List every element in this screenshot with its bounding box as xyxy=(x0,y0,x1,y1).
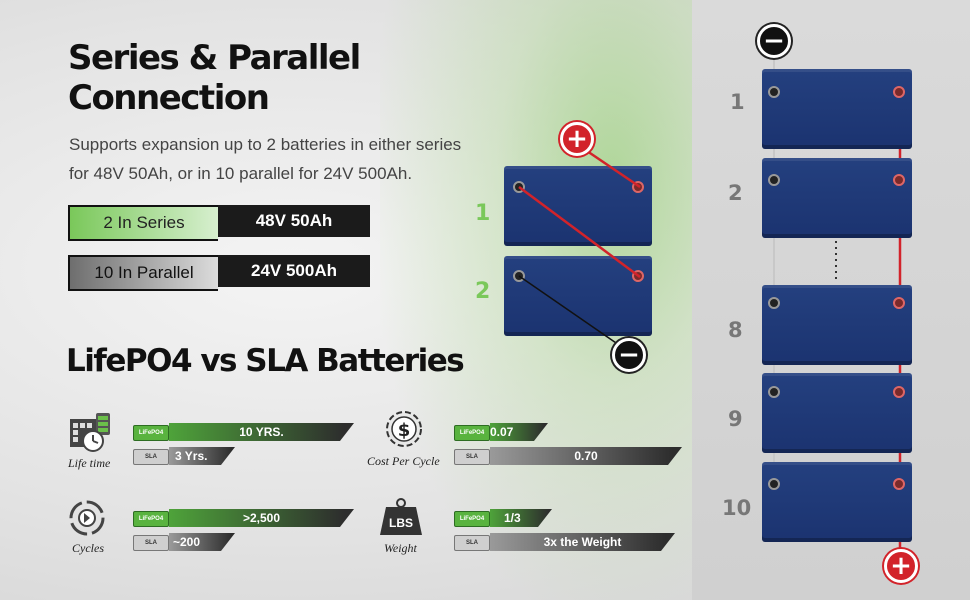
cost-sla-bar: 0.70 xyxy=(490,447,682,465)
positive-terminal-icon xyxy=(893,297,905,309)
series-config-label: 2 In Series xyxy=(68,205,218,241)
page-title: Series & Parallel Connection xyxy=(68,38,361,118)
title-line-2: Connection xyxy=(68,78,270,118)
series-link xyxy=(518,185,641,279)
negative-terminal-icon xyxy=(768,297,780,309)
sla-tag: SLA xyxy=(454,535,490,551)
weight-label: Weight xyxy=(384,541,417,555)
calendar-clock-icon xyxy=(70,413,110,452)
weight-icon-text: LBS xyxy=(389,516,413,530)
cost-lifepo4-bar: 0.07 xyxy=(490,423,548,441)
lifepo4-tag: LiFePO4 xyxy=(454,425,490,441)
negative-sign-icon: − xyxy=(612,338,646,372)
negative-sign-icon: − xyxy=(757,24,791,58)
parallel-battery-9 xyxy=(762,373,912,453)
parallel-label-1: 1 xyxy=(730,90,745,114)
weight-sla-bar: 3x the Weight xyxy=(490,533,675,551)
parallel-config-value: 24V 500Ah xyxy=(218,255,370,287)
parallel-label-8: 8 xyxy=(728,318,743,342)
lifepo4-tag: LiFePO4 xyxy=(454,511,490,527)
cycles-sla-bar: ~200 xyxy=(169,533,235,551)
positive-terminal-icon xyxy=(893,478,905,490)
description-line-2: for 48V 50Ah, or in 10 parallel for 24V … xyxy=(69,164,413,183)
dollar-icon: $ xyxy=(386,411,422,447)
positive-lead xyxy=(586,149,641,189)
cycles-label: Cycles xyxy=(72,541,104,555)
negative-terminal-icon xyxy=(768,86,780,98)
positive-terminal-icon xyxy=(893,174,905,186)
description: Supports expansion up to 2 batteries in … xyxy=(69,130,461,188)
negative-terminal-icon xyxy=(768,386,780,398)
lifepo4-tag: LiFePO4 xyxy=(133,511,169,527)
lifepo4-tag: LiFePO4 xyxy=(133,425,169,441)
cycle-icon xyxy=(69,500,105,536)
negative-terminal-icon xyxy=(768,478,780,490)
series-label-2: 2 xyxy=(475,279,491,304)
positive-sign-icon: + xyxy=(560,122,594,156)
sla-tag: SLA xyxy=(133,449,169,465)
series-battery-2 xyxy=(504,256,652,336)
cost-per-cycle-label: Cost Per Cycle xyxy=(367,454,440,468)
series-config-value: 48V 50Ah xyxy=(218,205,370,237)
lifetime-label: Life time xyxy=(68,456,111,470)
positive-sign-icon: + xyxy=(884,549,918,583)
description-line-1: Supports expansion up to 2 batteries in … xyxy=(69,135,462,154)
parallel-label-10: 10 xyxy=(722,496,752,520)
title-line-1: Series & Parallel xyxy=(68,38,361,78)
sla-tag: SLA xyxy=(133,535,169,551)
negative-terminal-icon xyxy=(768,174,780,186)
weight-lifepo4-bar: 1/3 xyxy=(490,509,552,527)
sla-tag: SLA xyxy=(454,449,490,465)
parallel-battery-10 xyxy=(762,462,912,542)
parallel-label-2: 2 xyxy=(728,181,743,205)
weight-icon: LBS xyxy=(380,498,422,535)
positive-terminal-icon xyxy=(893,86,905,98)
parallel-battery-2 xyxy=(762,158,912,238)
svg-text:$: $ xyxy=(398,420,411,441)
parallel-label-9: 9 xyxy=(728,407,743,431)
cycles-lifepo4-bar: >2,500 xyxy=(169,509,354,527)
parallel-config-label: 10 In Parallel xyxy=(68,255,218,291)
lifetime-sla-bar: 3 Yrs. xyxy=(169,447,235,465)
parallel-battery-1 xyxy=(762,69,912,149)
positive-terminal-icon xyxy=(893,386,905,398)
series-label-1: 1 xyxy=(475,201,491,226)
negative-lead xyxy=(518,275,620,346)
lifetime-lifepo4-bar: 10 YRS. xyxy=(169,423,354,441)
compare-title: LifePO4 vs SLA Batteries xyxy=(66,343,465,379)
parallel-battery-8 xyxy=(762,285,912,365)
